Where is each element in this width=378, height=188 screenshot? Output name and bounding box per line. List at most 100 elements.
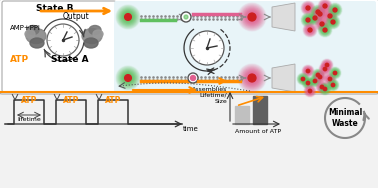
Circle shape xyxy=(303,66,313,76)
Circle shape xyxy=(313,16,317,20)
Circle shape xyxy=(305,25,315,35)
Circle shape xyxy=(313,7,327,21)
Circle shape xyxy=(320,25,330,35)
Text: ATP: ATP xyxy=(105,96,121,105)
Circle shape xyxy=(328,77,332,81)
Circle shape xyxy=(304,86,316,96)
Circle shape xyxy=(328,14,332,18)
Circle shape xyxy=(305,25,315,35)
Circle shape xyxy=(330,19,336,25)
Circle shape xyxy=(306,6,310,10)
Circle shape xyxy=(319,84,325,90)
Circle shape xyxy=(318,82,327,92)
Circle shape xyxy=(297,74,308,85)
Circle shape xyxy=(302,2,314,14)
Circle shape xyxy=(317,74,323,80)
Circle shape xyxy=(323,4,327,8)
Circle shape xyxy=(313,70,324,80)
Circle shape xyxy=(302,14,314,26)
Circle shape xyxy=(118,7,138,27)
Circle shape xyxy=(326,75,334,83)
Circle shape xyxy=(241,67,263,89)
Circle shape xyxy=(316,73,320,77)
Circle shape xyxy=(332,69,339,77)
Circle shape xyxy=(304,79,312,87)
Circle shape xyxy=(333,71,337,75)
Circle shape xyxy=(306,69,310,73)
Circle shape xyxy=(308,28,312,32)
Circle shape xyxy=(321,84,330,94)
Circle shape xyxy=(320,1,330,11)
Circle shape xyxy=(301,1,315,15)
Circle shape xyxy=(299,75,307,83)
Circle shape xyxy=(312,78,318,84)
Circle shape xyxy=(317,11,323,17)
Circle shape xyxy=(311,77,319,85)
Circle shape xyxy=(306,87,314,95)
Circle shape xyxy=(125,14,132,20)
Circle shape xyxy=(304,78,313,88)
Circle shape xyxy=(319,64,330,74)
Circle shape xyxy=(322,66,328,72)
Circle shape xyxy=(121,71,135,85)
Circle shape xyxy=(328,80,338,90)
Circle shape xyxy=(314,71,322,79)
Circle shape xyxy=(332,70,338,76)
Circle shape xyxy=(238,64,266,92)
Circle shape xyxy=(321,85,328,93)
Circle shape xyxy=(321,85,329,93)
Text: AMP+PPi: AMP+PPi xyxy=(10,25,41,31)
Circle shape xyxy=(312,78,318,84)
Text: State A: State A xyxy=(51,55,89,64)
Text: Amount of ATP: Amount of ATP xyxy=(235,129,281,134)
Circle shape xyxy=(306,18,310,22)
Circle shape xyxy=(315,9,325,19)
Circle shape xyxy=(321,26,329,34)
Circle shape xyxy=(323,67,327,71)
Circle shape xyxy=(321,65,329,73)
Circle shape xyxy=(304,85,316,97)
Circle shape xyxy=(305,17,311,23)
Circle shape xyxy=(305,68,311,74)
Circle shape xyxy=(318,75,322,79)
Circle shape xyxy=(304,16,312,24)
Circle shape xyxy=(306,87,314,95)
Bar xyxy=(235,106,249,124)
Circle shape xyxy=(310,13,321,23)
Circle shape xyxy=(124,13,132,21)
Circle shape xyxy=(321,26,329,34)
Circle shape xyxy=(240,66,264,90)
Circle shape xyxy=(325,11,335,21)
Circle shape xyxy=(248,74,256,82)
Circle shape xyxy=(246,11,259,23)
Circle shape xyxy=(188,73,198,83)
Circle shape xyxy=(316,73,320,77)
Circle shape xyxy=(306,6,310,10)
Circle shape xyxy=(323,87,327,91)
Circle shape xyxy=(242,7,262,27)
Circle shape xyxy=(239,65,265,91)
Circle shape xyxy=(328,77,332,81)
Circle shape xyxy=(316,81,327,92)
Circle shape xyxy=(330,19,336,25)
Circle shape xyxy=(316,18,328,30)
Circle shape xyxy=(329,18,337,26)
Circle shape xyxy=(313,79,317,83)
Circle shape xyxy=(333,71,337,75)
Circle shape xyxy=(124,74,132,82)
Circle shape xyxy=(247,12,257,22)
Circle shape xyxy=(319,83,330,95)
Circle shape xyxy=(306,69,310,73)
Circle shape xyxy=(301,77,305,81)
Circle shape xyxy=(318,75,322,79)
Circle shape xyxy=(320,64,330,74)
Circle shape xyxy=(329,4,341,16)
Circle shape xyxy=(312,15,318,21)
Circle shape xyxy=(324,74,336,85)
Circle shape xyxy=(328,77,332,81)
Circle shape xyxy=(308,11,322,25)
Circle shape xyxy=(323,28,327,32)
Circle shape xyxy=(302,65,314,77)
Circle shape xyxy=(327,79,339,91)
Circle shape xyxy=(308,89,312,93)
